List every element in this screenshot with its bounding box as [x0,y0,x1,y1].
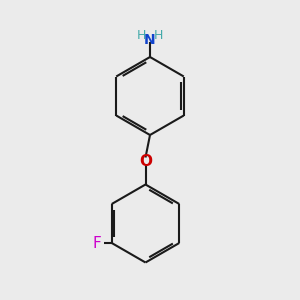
Text: H: H [137,28,146,42]
Text: O: O [139,154,152,169]
Text: H: H [154,28,163,42]
Text: N: N [144,34,156,47]
Text: F: F [92,236,101,250]
